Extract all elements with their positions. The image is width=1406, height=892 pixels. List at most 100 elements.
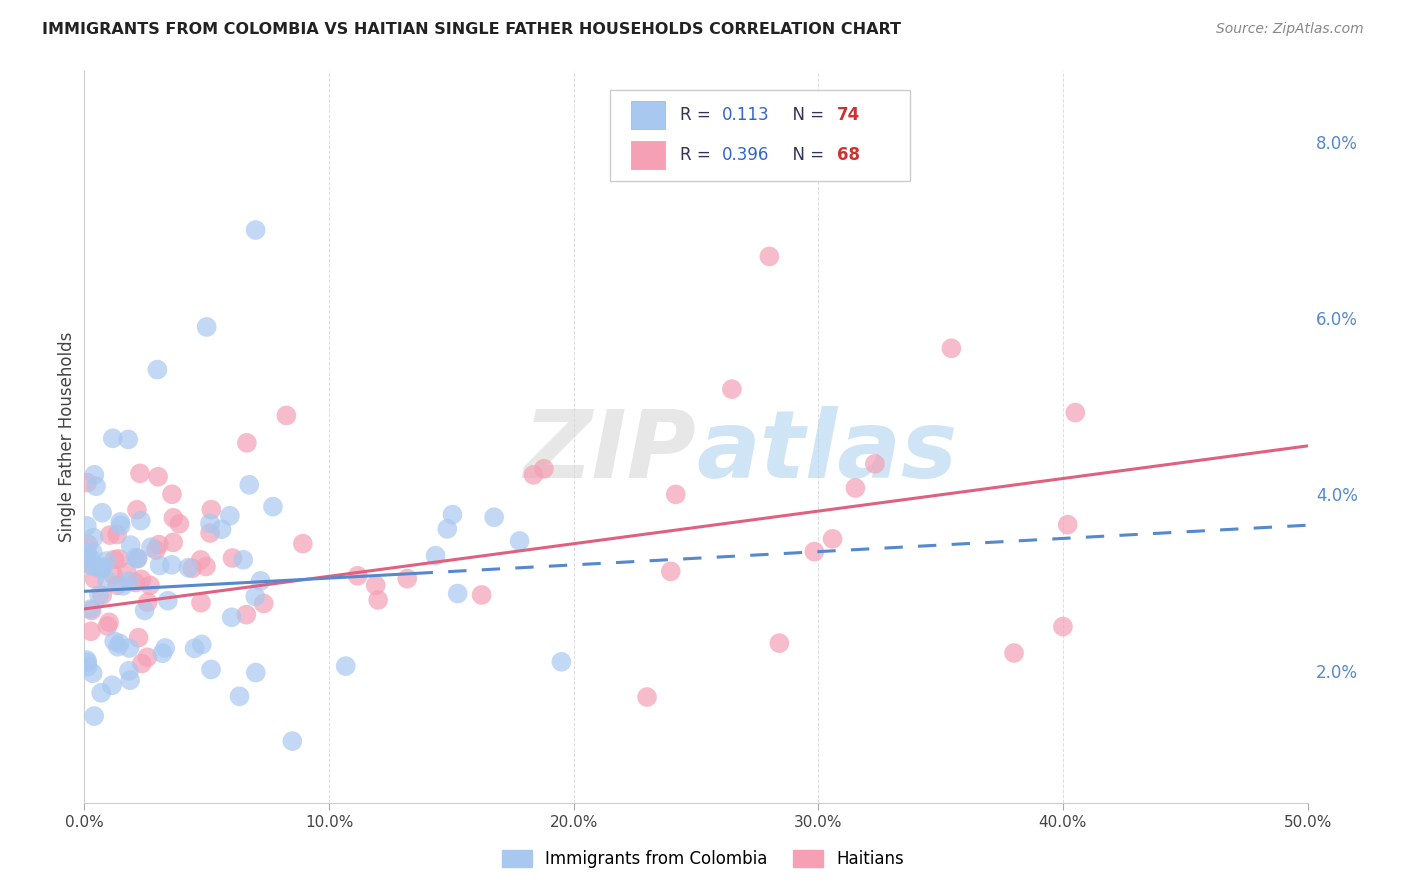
Point: [1064, 406, 1087, 420]
Point: [149, 558, 172, 573]
Point: [364, 578, 387, 592]
Point: [768, 636, 790, 650]
Point: [120, 673, 142, 688]
FancyBboxPatch shape: [631, 141, 665, 169]
Point: [103, 634, 125, 648]
Point: [145, 543, 167, 558]
Point: [367, 593, 389, 607]
Point: [83, 467, 105, 482]
Point: [96, 574, 118, 588]
Point: [101, 431, 124, 445]
Point: [129, 514, 152, 528]
Point: [447, 586, 470, 600]
Text: N =: N =: [782, 106, 830, 124]
Point: [146, 469, 169, 483]
Point: [107, 640, 129, 654]
Point: [76, 659, 98, 673]
Point: [104, 552, 127, 566]
Point: [80, 559, 103, 574]
FancyBboxPatch shape: [610, 90, 910, 181]
Point: [131, 573, 153, 587]
Point: [253, 597, 276, 611]
Point: [232, 553, 254, 567]
Point: [131, 657, 153, 671]
Point: [83, 531, 105, 545]
Text: 74: 74: [837, 106, 860, 124]
Text: R =: R =: [681, 106, 716, 124]
Point: [228, 690, 250, 704]
Point: [77, 537, 100, 551]
Point: [235, 607, 257, 622]
Point: [84, 559, 107, 574]
Point: [105, 527, 128, 541]
Text: atlas: atlas: [696, 406, 957, 498]
Point: [844, 481, 866, 495]
Point: [245, 223, 267, 237]
Point: [79, 550, 101, 565]
Point: [105, 578, 128, 592]
Point: [533, 462, 555, 476]
Point: [83, 709, 105, 723]
Point: [124, 575, 146, 590]
Point: [221, 610, 243, 624]
Point: [162, 535, 184, 549]
Point: [238, 478, 260, 492]
Point: [101, 567, 124, 582]
Point: [76, 556, 98, 570]
Point: [129, 467, 152, 481]
Point: [118, 664, 141, 678]
Point: [108, 636, 131, 650]
Point: [112, 579, 135, 593]
Point: [471, 588, 494, 602]
Point: [127, 551, 149, 566]
Point: [218, 508, 240, 523]
Text: ZIP: ZIP: [523, 406, 696, 498]
Point: [550, 655, 572, 669]
Point: [156, 593, 179, 607]
Point: [195, 320, 218, 334]
Point: [803, 544, 825, 558]
Point: [139, 540, 162, 554]
Point: [211, 522, 233, 536]
Point: [134, 603, 156, 617]
Point: [98, 615, 121, 630]
Point: [236, 435, 259, 450]
Point: [87, 588, 110, 602]
Point: [200, 502, 222, 516]
FancyBboxPatch shape: [631, 101, 665, 128]
Y-axis label: Single Father Households: Single Father Households: [58, 332, 76, 542]
Point: [90, 562, 112, 576]
Point: [396, 572, 419, 586]
Point: [82, 545, 104, 559]
Text: R =: R =: [681, 146, 716, 164]
Point: [436, 522, 458, 536]
Point: [941, 341, 963, 355]
Point: [821, 532, 844, 546]
Point: [335, 659, 357, 673]
Point: [101, 678, 124, 692]
Text: Source: ZipAtlas.com: Source: ZipAtlas.com: [1216, 22, 1364, 37]
Point: [110, 515, 132, 529]
Point: [665, 487, 688, 501]
Point: [190, 553, 212, 567]
Point: [198, 526, 221, 541]
Point: [146, 362, 169, 376]
Point: [76, 551, 98, 566]
Point: [120, 538, 142, 552]
Point: [124, 550, 146, 565]
Point: [83, 572, 105, 586]
Point: [136, 595, 159, 609]
Point: [169, 516, 191, 531]
Point: [441, 508, 464, 522]
Point: [82, 666, 104, 681]
Point: [76, 656, 98, 670]
Point: [90, 686, 112, 700]
Point: [91, 561, 114, 575]
Point: [76, 653, 98, 667]
Point: [96, 619, 118, 633]
Text: N =: N =: [782, 146, 830, 164]
Point: [96, 554, 118, 568]
Point: [509, 533, 531, 548]
Point: [108, 552, 131, 566]
Point: [91, 506, 114, 520]
